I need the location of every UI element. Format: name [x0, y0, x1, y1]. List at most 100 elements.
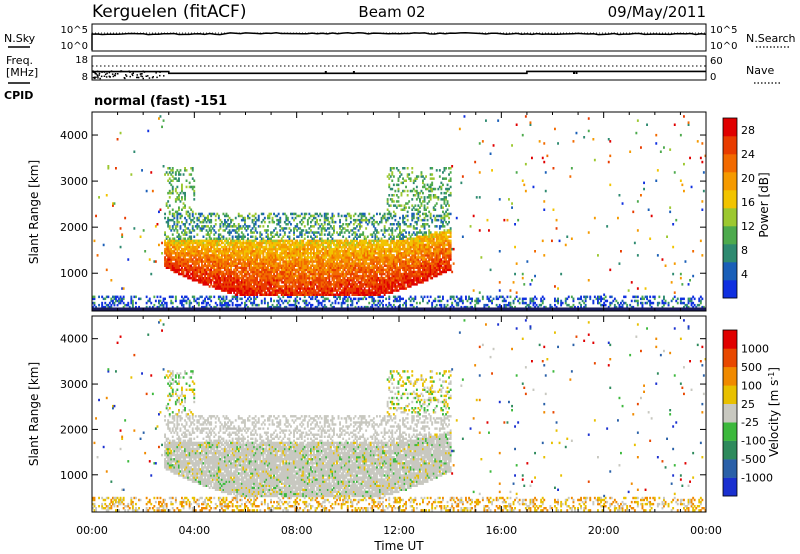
power-cell: [254, 268, 257, 272]
power-cell: [288, 262, 291, 265]
power-cell: [201, 281, 203, 284]
power-cell: [363, 268, 366, 272]
power-cell: [283, 268, 286, 272]
power-cell: [239, 250, 242, 253]
power-cell: [253, 301, 256, 305]
power-cell: [352, 262, 355, 265]
power-cell: [369, 233, 372, 236]
power-cell: [234, 258, 237, 261]
power-cell: [308, 272, 311, 276]
power-cell: [382, 305, 384, 309]
power-cell: [369, 285, 372, 288]
power-cell: [388, 283, 391, 286]
power-cell: [380, 239, 383, 243]
power-cell: [205, 303, 208, 307]
power-cell: [382, 268, 384, 272]
power-cell: [167, 191, 170, 195]
power-cell: [201, 250, 203, 253]
power-cell: [208, 258, 211, 261]
power-cell: [299, 293, 302, 296]
power-cell: [365, 216, 368, 220]
power-cell: [391, 276, 394, 280]
power-cell: [191, 241, 194, 245]
power-cell: [205, 264, 208, 267]
power-cell: [339, 260, 341, 263]
power-cell: [165, 247, 168, 251]
power-cell: [294, 270, 297, 274]
power-cell: [352, 256, 355, 259]
power-cell: [187, 258, 190, 261]
power-cell: [197, 256, 200, 259]
power-cell: [237, 247, 240, 251]
power-cell: [277, 299, 280, 303]
power-cell: [365, 291, 368, 294]
power-cell: [363, 272, 366, 276]
power-cell: [389, 291, 392, 294]
power-cell: [386, 305, 389, 309]
power-cell: [244, 241, 246, 245]
power-cell: [190, 218, 193, 222]
power-cell: [308, 239, 311, 243]
power-cell: [199, 270, 202, 274]
power-cell: [388, 237, 391, 240]
power-cell: [286, 262, 289, 265]
power-cell: [316, 276, 318, 280]
power-cell: [167, 218, 170, 222]
power-cell: [244, 260, 246, 263]
power-cell: [271, 220, 274, 224]
power-cell: [245, 303, 248, 307]
power-cell: [371, 223, 374, 226]
power-cell: [207, 276, 209, 280]
power-cell: [303, 233, 306, 236]
power-cell: [299, 266, 302, 269]
power-cell: [259, 270, 262, 274]
power-cell: [211, 245, 214, 249]
power-cell: [311, 303, 314, 307]
power-cell: [319, 276, 322, 280]
power-cell: [323, 281, 326, 284]
power-cell: [265, 287, 268, 290]
power-cell: [242, 254, 245, 257]
power-cell: [313, 287, 315, 290]
power-cell: [257, 256, 260, 259]
power-cell: [254, 291, 257, 294]
power-cell: [356, 264, 358, 267]
power-cell: [271, 274, 274, 278]
power-cell: [389, 264, 392, 267]
power-cell: [220, 245, 223, 249]
power-cell: [313, 216, 315, 220]
power-cell: [328, 247, 331, 251]
power-cell: [372, 262, 375, 265]
power-cell: [263, 247, 266, 251]
power-cell: [176, 270, 179, 274]
power-cell: [208, 295, 211, 299]
power-cell: [265, 241, 268, 245]
power-cell: [274, 241, 277, 245]
power-cell: [360, 256, 363, 259]
power-cell: [259, 289, 262, 292]
power-cell: [362, 260, 365, 263]
power-cell: [389, 250, 392, 253]
power-cell: [280, 254, 283, 257]
power-cell: [383, 229, 386, 232]
power-cell: [346, 276, 349, 280]
power-cell: [214, 287, 217, 290]
power-cell: [237, 262, 240, 265]
freq-outlier-dot: [119, 70, 122, 73]
power-cell: [216, 268, 219, 272]
power-cell: [217, 239, 220, 243]
power-cell: [311, 252, 314, 255]
power-cell: [334, 245, 337, 249]
power-cell: [383, 264, 386, 267]
power-cell: [362, 233, 365, 236]
power-cell: [227, 243, 229, 247]
power-cell: [283, 299, 286, 303]
power-cell: [240, 245, 243, 249]
power-cell: [199, 220, 202, 224]
power-cell: [333, 293, 335, 296]
power-cell: [389, 247, 392, 251]
freq-outlier-dot: [98, 72, 101, 75]
power-cell: [305, 243, 308, 247]
power-cell: [397, 223, 400, 226]
power-cell: [256, 250, 259, 253]
